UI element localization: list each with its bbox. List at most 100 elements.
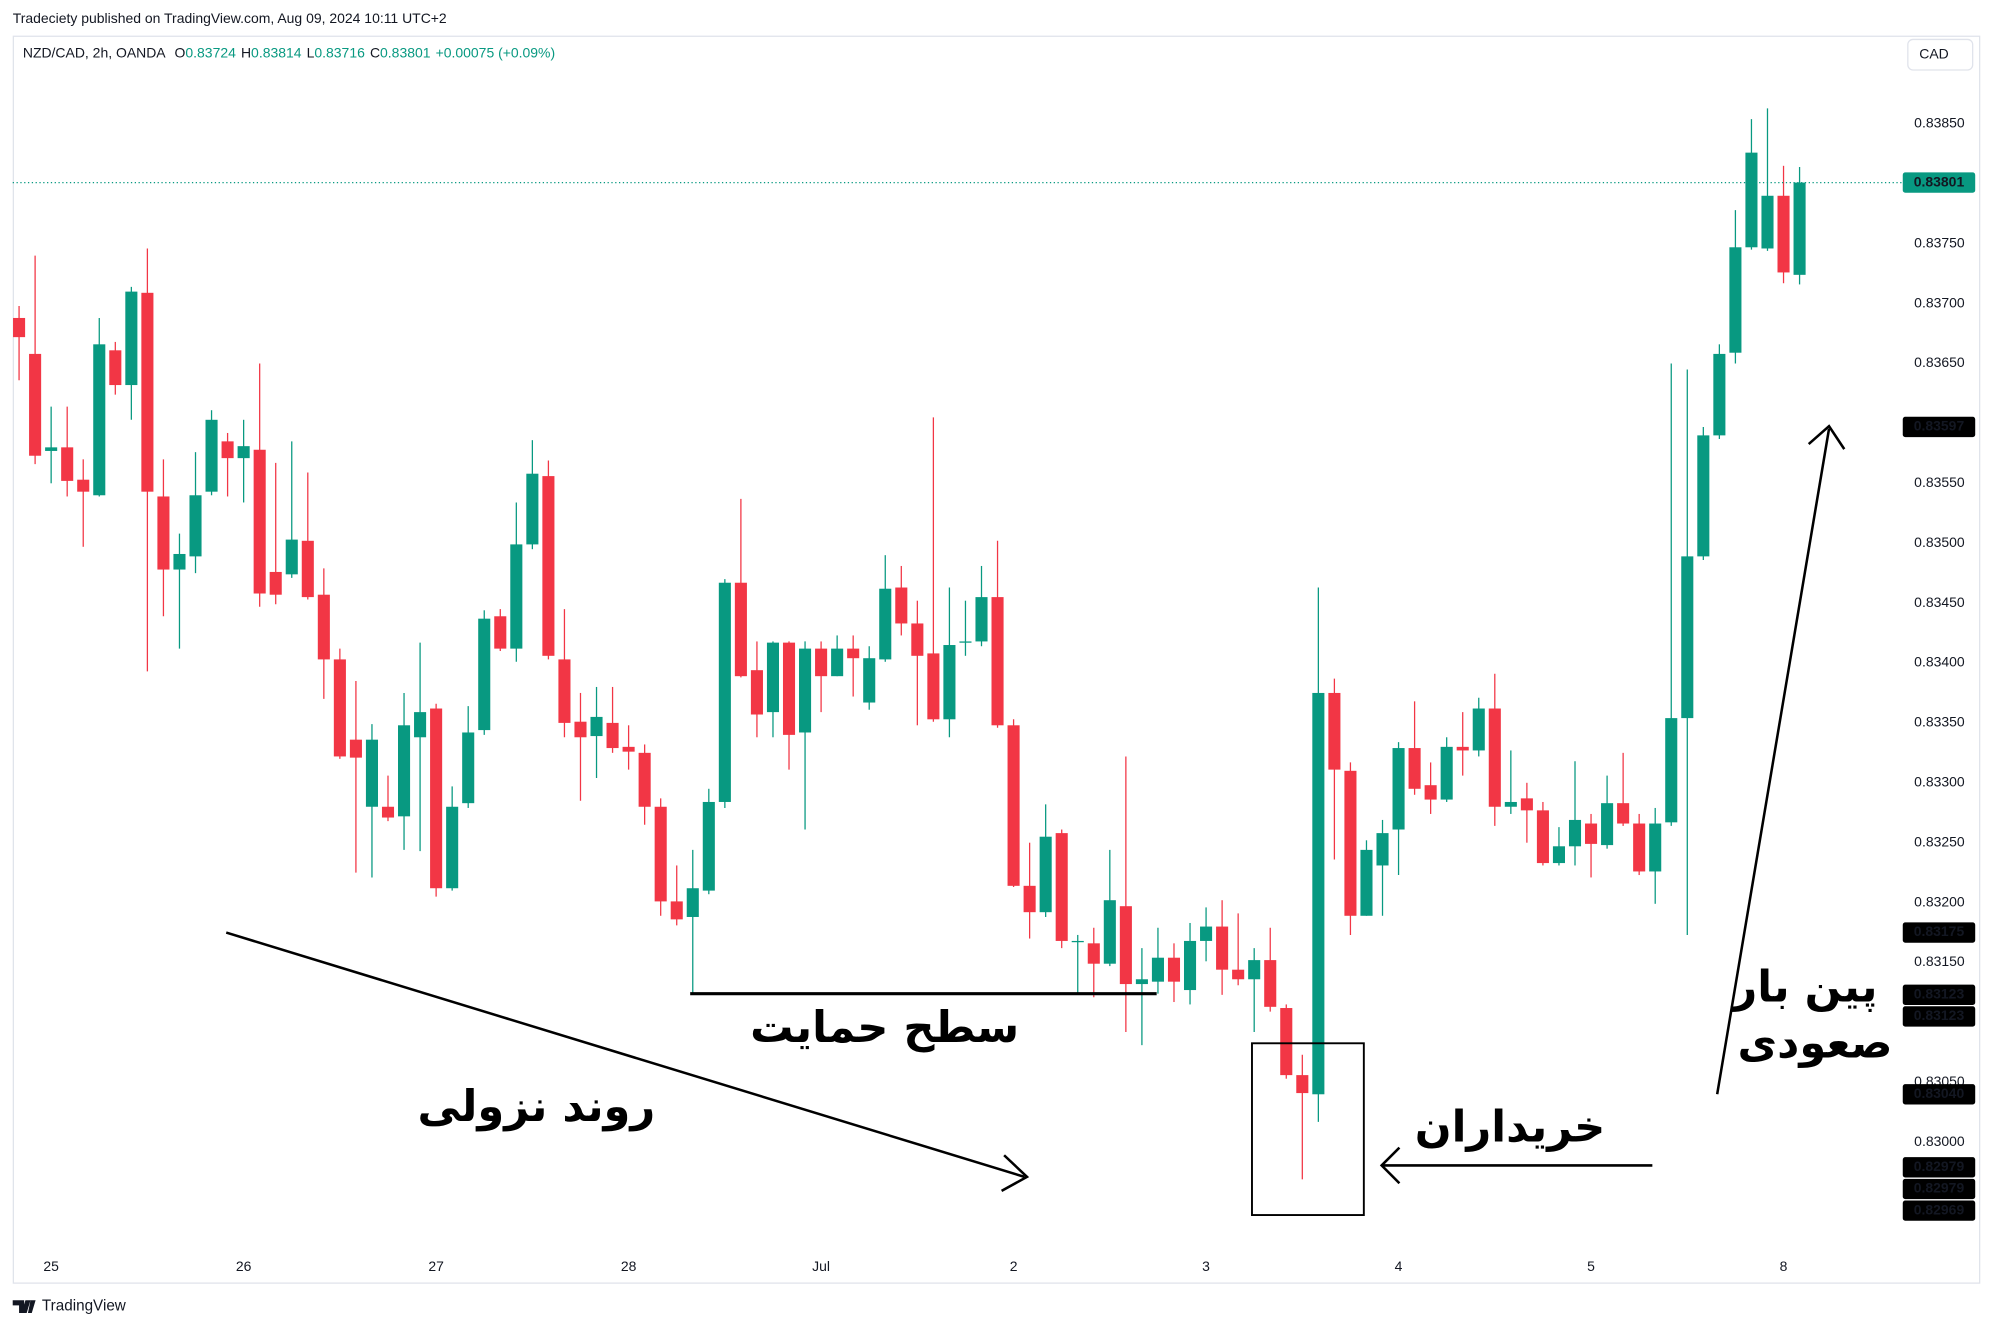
candle-body bbox=[494, 616, 507, 649]
candle-body bbox=[1713, 353, 1726, 436]
change: +0.00075 (+0.09%) bbox=[436, 44, 556, 60]
candle-body bbox=[189, 495, 202, 557]
annotation: سطح حمایت bbox=[750, 1003, 1019, 1053]
logo-mark bbox=[12, 1300, 36, 1314]
x-tick-label: 5 bbox=[1587, 1258, 1595, 1274]
ohlc-key: L bbox=[307, 44, 315, 60]
pane-frame bbox=[12, 35, 1981, 1284]
candle-body bbox=[734, 582, 747, 677]
price-tag-label: 0.82979 bbox=[1914, 1158, 1965, 1174]
candle-body bbox=[638, 752, 651, 807]
candle-body bbox=[349, 739, 362, 758]
candle-body bbox=[1440, 746, 1453, 800]
candle-body bbox=[1536, 810, 1549, 864]
candle-body bbox=[109, 350, 122, 386]
candle-body bbox=[462, 732, 475, 804]
candle-body bbox=[478, 618, 491, 731]
x-tick-label: 28 bbox=[621, 1258, 637, 1274]
candle-body bbox=[702, 801, 715, 891]
pin-bar-arrow bbox=[1715, 428, 1831, 1095]
y-tick-label: 0.83150 bbox=[1914, 953, 1965, 969]
candle-body bbox=[1697, 435, 1710, 557]
currency-label[interactable]: CAD bbox=[1919, 45, 1948, 61]
ohlc-key: C bbox=[370, 44, 380, 60]
candle-body bbox=[301, 540, 314, 598]
candle-body bbox=[333, 659, 346, 757]
candle-body bbox=[237, 446, 250, 459]
y-tick-label: 0.83500 bbox=[1914, 534, 1965, 550]
x-tick-label: 27 bbox=[428, 1258, 444, 1274]
candle-body bbox=[1681, 556, 1694, 719]
ohlc-key: O bbox=[175, 44, 186, 60]
candle-body bbox=[991, 597, 1004, 726]
candle-body bbox=[45, 447, 58, 451]
candle-body bbox=[670, 901, 683, 920]
candle-body bbox=[1408, 748, 1421, 789]
currency-button[interactable] bbox=[1907, 38, 1974, 71]
candle-body bbox=[1344, 770, 1357, 916]
candle-body bbox=[782, 642, 796, 735]
x-tick-label: 3 bbox=[1202, 1258, 1210, 1274]
candle-body bbox=[911, 623, 924, 656]
candle-body bbox=[1649, 823, 1662, 872]
candle-body bbox=[1617, 803, 1630, 824]
candle-body bbox=[61, 447, 74, 481]
brand-logo bbox=[12, 1300, 36, 1314]
price-tag bbox=[1902, 1178, 1976, 1200]
price-tag bbox=[1902, 984, 1976, 1006]
candle-body bbox=[1135, 979, 1148, 985]
price-tag-label: 0.82979 bbox=[1914, 1180, 1965, 1196]
candle-body bbox=[1264, 960, 1277, 1007]
candle-body bbox=[975, 597, 988, 642]
candle-body bbox=[863, 658, 876, 703]
candle-body bbox=[1745, 152, 1758, 248]
candle-body bbox=[686, 888, 699, 917]
ohlc-value: 0.83814 bbox=[251, 44, 302, 60]
candle-body bbox=[1280, 1008, 1293, 1076]
candle-body bbox=[1456, 746, 1469, 751]
candle-body bbox=[1472, 708, 1485, 751]
plot bbox=[12, 108, 1903, 1180]
price-axis: 0.83850 0.83750 0.83700 0.83650 0.83550 0.835… bbox=[43, 115, 1976, 1274]
x-tick-label: 8 bbox=[1780, 1258, 1788, 1274]
candle-body bbox=[510, 544, 523, 649]
arrow-head bbox=[1000, 1154, 1030, 1192]
price-tag-label: 0.83123 bbox=[1914, 1007, 1965, 1023]
price-tag bbox=[1902, 1157, 1976, 1178]
candle-body bbox=[943, 645, 956, 720]
candle-body bbox=[1216, 926, 1229, 970]
candle-body bbox=[1633, 823, 1646, 872]
candle-body bbox=[606, 722, 619, 749]
annotations bbox=[225, 424, 1846, 1216]
price-tag bbox=[1902, 922, 1976, 943]
candle-body bbox=[381, 806, 395, 818]
candle-body bbox=[1183, 940, 1197, 991]
y-tick-label: 0.83850 bbox=[1914, 115, 1965, 131]
candle-body bbox=[1296, 1075, 1309, 1094]
ohlc-value: 0.83724 bbox=[185, 44, 236, 60]
candle-body bbox=[1568, 819, 1582, 847]
candle-body bbox=[1055, 833, 1068, 941]
y-tick-label: 0.83700 bbox=[1914, 294, 1965, 310]
candle-body bbox=[574, 721, 587, 738]
candle-body bbox=[13, 317, 26, 338]
candle-body bbox=[1552, 846, 1566, 864]
brand: TradingView bbox=[42, 1298, 127, 1315]
candle-body bbox=[1232, 969, 1245, 980]
candle-body bbox=[766, 642, 780, 713]
candle-body bbox=[1023, 885, 1036, 913]
price-tag bbox=[1902, 172, 1976, 193]
price-tag bbox=[1902, 1200, 1976, 1221]
candle-body bbox=[526, 473, 539, 545]
annotation: روند نزولی bbox=[417, 1082, 655, 1132]
candle-body bbox=[895, 587, 908, 624]
x-tick-label: 4 bbox=[1395, 1258, 1403, 1274]
candle-body bbox=[93, 344, 106, 496]
annotation: صعودی bbox=[1738, 1018, 1893, 1068]
y-tick-label: 0.83000 bbox=[1914, 1133, 1965, 1149]
price-tag bbox=[1902, 1006, 1976, 1027]
candle-body bbox=[1167, 957, 1181, 982]
y-tick-label: 0.83450 bbox=[1914, 594, 1965, 610]
candle-body bbox=[141, 292, 154, 492]
